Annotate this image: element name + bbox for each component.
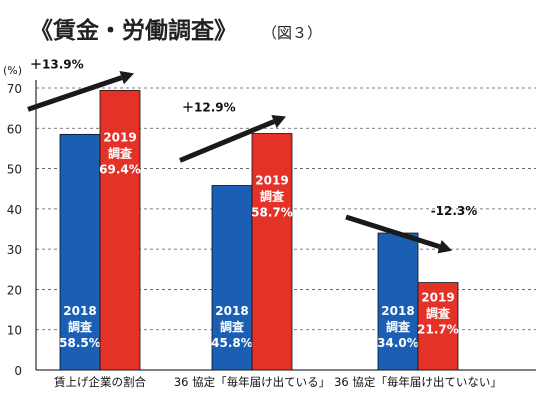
bar-label-2019-1-line1: 2019 bbox=[103, 130, 136, 144]
y-tick-label-0: 0 bbox=[14, 364, 22, 378]
bar-2019-2 bbox=[251, 133, 293, 371]
change-label-1: ＋13.9% bbox=[30, 57, 84, 71]
y-tick-label-30: 30 bbox=[7, 243, 22, 257]
change-arrow-shaft-3 bbox=[345, 214, 441, 250]
y-axis-unit: (%) bbox=[3, 64, 22, 77]
bar-label-2019-3-line2: 調査 bbox=[426, 306, 451, 321]
change-label-2: ＋12.9% bbox=[182, 101, 236, 115]
change-label-3: -12.3% bbox=[431, 204, 478, 218]
y-tick-label-70: 70 bbox=[7, 82, 22, 96]
change-arrows: ＋13.9% ＋12.9% -12.3% bbox=[27, 57, 478, 254]
bar-2018-2 bbox=[211, 185, 253, 371]
change-arrow-head-2 bbox=[271, 115, 286, 128]
y-axis-ticks: 0 10 20 30 40 50 60 70 bbox=[7, 82, 22, 378]
bar-label-2018-2-line2: 調査 bbox=[220, 319, 245, 334]
bar-label-2019-2-line2: 調査 bbox=[260, 189, 285, 204]
bars: 2018調査58.5%2019調査69.4%2018調査45.8%2019調査5… bbox=[59, 90, 459, 371]
bar-2018-1 bbox=[59, 133, 101, 371]
chart-subtitle: （図３） bbox=[262, 24, 322, 42]
bar-label-2018-3-line3: 34.0% bbox=[377, 336, 419, 350]
bar-label-2018-2-line3: 45.8% bbox=[211, 336, 253, 350]
bar-label-2018-3-line1: 2018 bbox=[381, 304, 414, 318]
bar-label-2019-3-line1: 2019 bbox=[421, 291, 454, 305]
bar-label-2019-2-line3: 58.7% bbox=[251, 206, 293, 220]
bar-label-2018-1-line3: 58.5% bbox=[59, 336, 101, 350]
bar-label-2018-1-line2: 調査 bbox=[68, 319, 93, 334]
y-tick-label-40: 40 bbox=[7, 203, 22, 217]
bar-label-2019-2-line1: 2019 bbox=[255, 174, 288, 188]
bar-2019-1 bbox=[99, 90, 141, 371]
bar-label-2018-1-line1: 2018 bbox=[63, 304, 96, 318]
x-category-label-1: 賃上げ企業の割合 bbox=[54, 375, 146, 389]
chart-title: 《賃金・労働調査》 bbox=[30, 17, 237, 44]
y-tick-label-10: 10 bbox=[7, 324, 22, 338]
y-tick-label-50: 50 bbox=[7, 163, 22, 177]
change-arrow-shaft-1 bbox=[27, 75, 123, 112]
x-axis-labels: 賃上げ企業の割合 36 協定「毎年届け出ている」 36 協定「毎年届け出ていない」 bbox=[54, 375, 502, 389]
bar-label-2018-2-line1: 2018 bbox=[215, 304, 248, 318]
bar-label-2019-1-line3: 69.4% bbox=[99, 162, 141, 176]
change-arrow-head-3 bbox=[437, 239, 452, 254]
y-tick-label-20: 20 bbox=[7, 283, 22, 297]
x-category-label-3: 36 協定「毎年届け出ていない」 bbox=[334, 375, 502, 389]
x-category-label-2: 36 協定「毎年届け出ている」 bbox=[174, 375, 330, 389]
bar-label-2018-3-line2: 調査 bbox=[386, 319, 411, 334]
bar-2018-3 bbox=[377, 232, 419, 371]
bar-label-2019-1-line2: 調査 bbox=[108, 145, 133, 160]
change-arrow-shaft-2 bbox=[179, 119, 275, 163]
bar-label-2019-3-line3: 21.7% bbox=[417, 323, 459, 337]
bar-2019-3 bbox=[417, 282, 459, 371]
change-arrow-head-1 bbox=[119, 70, 134, 85]
y-tick-label-60: 60 bbox=[7, 122, 22, 136]
